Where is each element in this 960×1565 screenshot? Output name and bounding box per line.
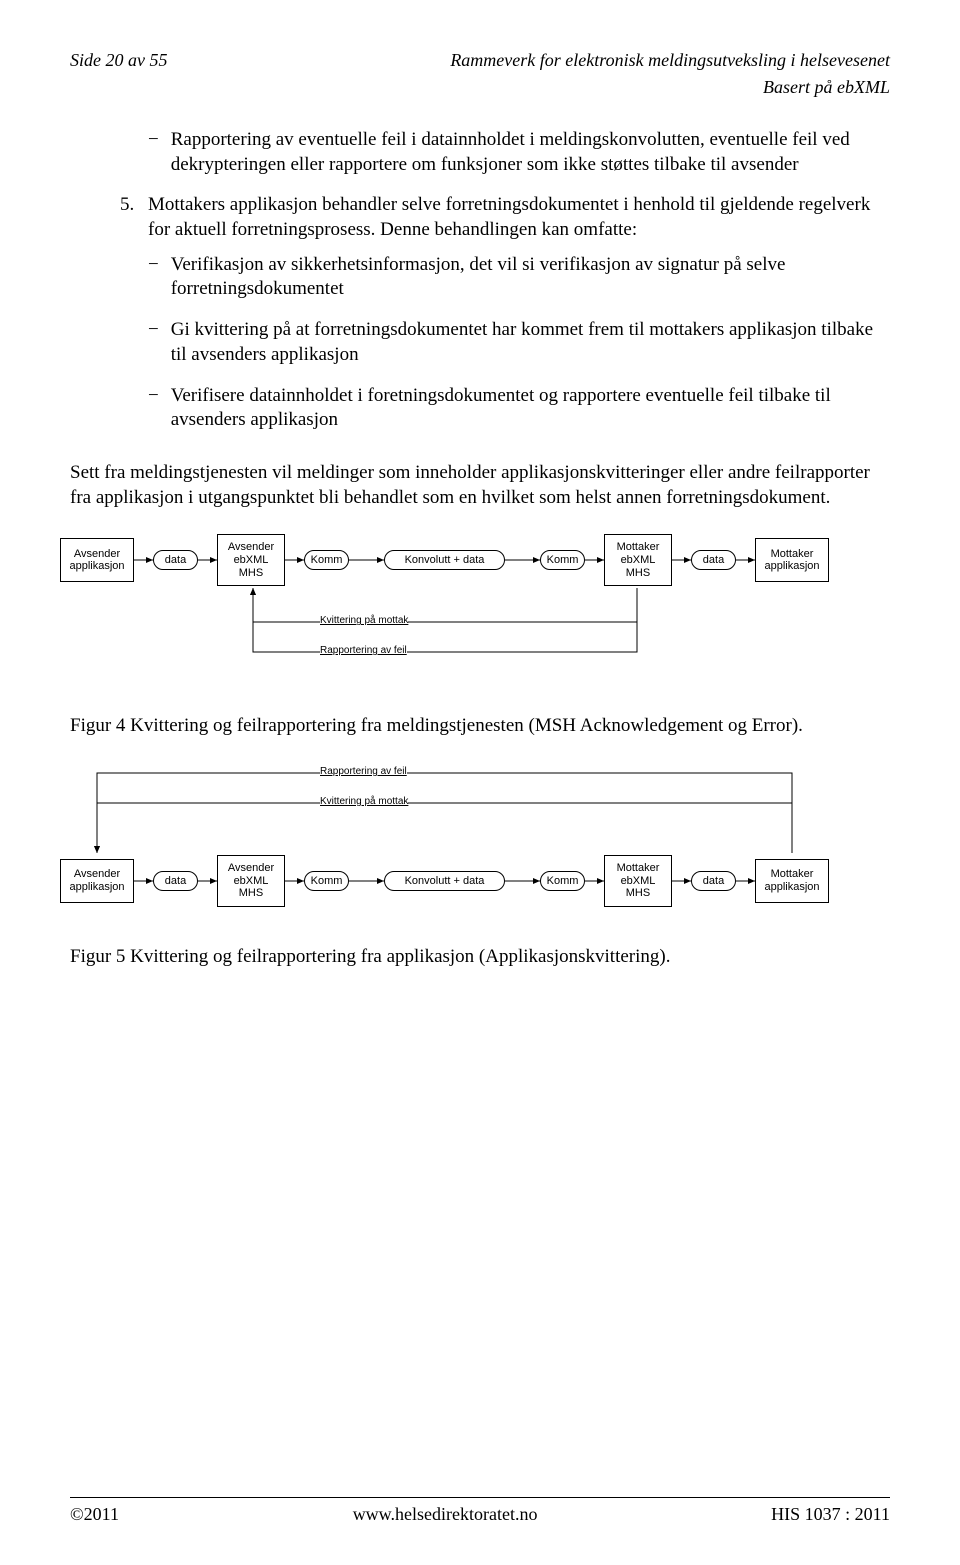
page-footer: ©2011 www.helsedirektoratet.no HIS 1037 … bbox=[70, 1497, 890, 1525]
node-komm-right: Komm bbox=[540, 871, 585, 891]
node-data-right: data bbox=[691, 550, 736, 570]
node-mottaker-mhs: MottakerebXMLMHS bbox=[604, 534, 672, 586]
list-text: Verifisere datainnholdet i foretningsdok… bbox=[171, 384, 890, 433]
list-item: − Verifikasjon av sikkerhetsinformasjon,… bbox=[148, 253, 890, 302]
label-kvittering: Kvittering på mottak bbox=[320, 614, 408, 627]
header-right-2: Basert på ebXML bbox=[70, 77, 890, 98]
list-item: − Verifisere datainnholdet i foretningsd… bbox=[148, 384, 890, 433]
numbered-item-5: 5. Mottakers applikasjon behandler selve… bbox=[120, 193, 890, 242]
figure-4-caption: Figur 4 Kvittering og feilrapportering f… bbox=[70, 714, 890, 739]
list-item: − Gi kvittering på at forretningsdokumen… bbox=[148, 318, 890, 367]
header-left: Side 20 av 55 bbox=[70, 50, 167, 71]
paragraph: Sett fra meldingstjenesten vil meldinger… bbox=[70, 461, 890, 510]
node-avsender-mhs: AvsenderebXMLMHS bbox=[217, 855, 285, 907]
figure-4-diagram: Avsenderapplikasjon data AvsenderebXMLMH… bbox=[40, 528, 900, 698]
dash-bullet: − bbox=[148, 128, 159, 177]
list-item: − Rapportering av eventuelle feil i data… bbox=[148, 128, 890, 177]
dash-bullet: − bbox=[148, 253, 159, 302]
node-konvolutt: Konvolutt + data bbox=[384, 871, 505, 891]
node-data-right: data bbox=[691, 871, 736, 891]
list-text: Gi kvittering på at forretningsdokumente… bbox=[171, 318, 890, 367]
node-avsender-app: Avsenderapplikasjon bbox=[60, 859, 134, 903]
list-text: Verifikasjon av sikkerhetsinformasjon, d… bbox=[171, 253, 890, 302]
label-kvittering: Kvittering på mottak bbox=[320, 795, 408, 808]
item-number: 5. bbox=[120, 193, 138, 242]
figure-5-caption: Figur 5 Kvittering og feilrapportering f… bbox=[70, 945, 890, 970]
footer-center: www.helsedirektoratet.no bbox=[353, 1504, 538, 1525]
label-rapportering: Rapportering av feil bbox=[320, 644, 407, 657]
dash-bullet: − bbox=[148, 318, 159, 367]
item-text: Mottakers applikasjon behandler selve fo… bbox=[148, 193, 890, 242]
node-komm-left: Komm bbox=[304, 871, 349, 891]
node-komm-right: Komm bbox=[540, 550, 585, 570]
dash-bullet: − bbox=[148, 384, 159, 433]
label-rapportering: Rapportering av feil bbox=[320, 765, 407, 778]
page-header: Side 20 av 55 Rammeverk for elektronisk … bbox=[70, 50, 890, 71]
node-mottaker-app: Mottakerapplikasjon bbox=[755, 538, 829, 582]
node-mottaker-mhs: MottakerebXMLMHS bbox=[604, 855, 672, 907]
node-avsender-mhs: AvsenderebXMLMHS bbox=[217, 534, 285, 586]
node-data-left: data bbox=[153, 550, 198, 570]
node-avsender-app: Avsenderapplikasjon bbox=[60, 538, 134, 582]
list-text: Rapportering av eventuelle feil i datain… bbox=[171, 128, 890, 177]
node-konvolutt: Konvolutt + data bbox=[384, 550, 505, 570]
node-komm-left: Komm bbox=[304, 550, 349, 570]
body: − Rapportering av eventuelle feil i data… bbox=[70, 128, 890, 970]
footer-left: ©2011 bbox=[70, 1504, 119, 1525]
figure-5-diagram: Rapportering av feil Kvittering på motta… bbox=[40, 759, 900, 929]
footer-right: HIS 1037 : 2011 bbox=[771, 1504, 890, 1525]
node-data-left: data bbox=[153, 871, 198, 891]
node-mottaker-app: Mottakerapplikasjon bbox=[755, 859, 829, 903]
header-right-1: Rammeverk for elektronisk meldingsutveks… bbox=[450, 50, 890, 71]
